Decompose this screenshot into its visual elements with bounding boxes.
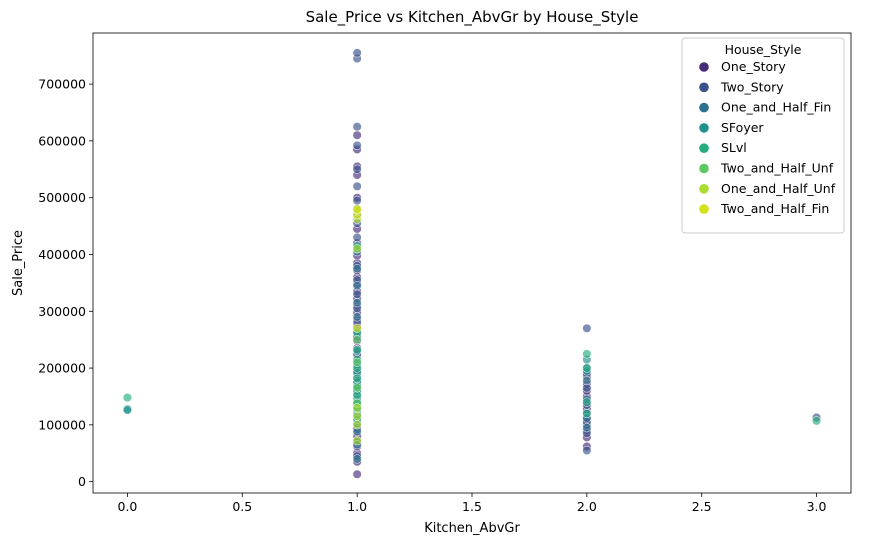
legend-marker [699, 204, 709, 214]
data-point [352, 411, 362, 421]
data-point [352, 383, 362, 393]
data-point [811, 416, 822, 426]
y-axis-ticks: 0 100000 200000 300000 400000 500000 600000 700… [38, 77, 93, 489]
x-tick-label: 2.0 [577, 499, 597, 514]
data-point [352, 436, 362, 446]
data-point [352, 469, 362, 479]
data-point [352, 48, 362, 58]
data-point [122, 393, 133, 403]
data-point [582, 376, 592, 386]
data-point [352, 281, 362, 291]
data-point [352, 357, 362, 367]
x-tick-label: 0.0 [118, 499, 138, 514]
legend-item-label: Two_and_Half_Unf [720, 161, 834, 176]
data-point [352, 420, 362, 430]
data-point [352, 289, 362, 299]
legend-marker [699, 123, 709, 133]
series-two-and-half-fin [352, 204, 362, 333]
legend-box [681, 37, 845, 234]
legend-items: One_Story Two_Story One_and_Half_Fin SFoyer… [699, 59, 836, 216]
legend-item-label: One_and_Half_Fin [721, 100, 831, 115]
data-point [582, 423, 592, 433]
y-tick-label: 100000 [38, 417, 86, 432]
x-tick-label: 0.5 [232, 499, 252, 514]
legend-item-label: SFoyer [721, 120, 764, 135]
series-one-and-half-fin [352, 247, 592, 464]
data-point [352, 244, 362, 254]
data-point [582, 397, 592, 407]
data-point [582, 323, 592, 333]
data-point [352, 335, 362, 345]
data-point [352, 345, 362, 355]
data-point [352, 181, 362, 191]
legend-title: House_Style [725, 42, 802, 57]
data-point [352, 323, 362, 333]
data-point [352, 454, 362, 464]
data-point [352, 122, 362, 132]
legend-marker [699, 62, 709, 72]
legend-item-label: One_and_Half_Unf [721, 181, 836, 196]
legend-item-label: SLvl [721, 140, 747, 155]
y-tick-label: 400000 [38, 247, 86, 262]
legend-item-label: Two_Story [720, 79, 784, 94]
x-tick-label: 2.5 [692, 499, 712, 514]
x-tick-label: 3.0 [807, 499, 827, 514]
y-tick-label: 600000 [38, 133, 86, 148]
data-point [352, 373, 362, 383]
data-point [352, 403, 362, 413]
data-point [582, 408, 592, 419]
data-point [352, 130, 362, 140]
x-tick-label: 1.0 [347, 499, 367, 514]
y-tick-label: 200000 [38, 361, 86, 376]
y-tick-label: 500000 [38, 190, 86, 205]
legend-item-label: One_Story [721, 59, 786, 74]
legend-marker [699, 143, 709, 153]
data-point [352, 195, 362, 206]
y-tick-label: 0 [78, 474, 86, 489]
y-tick-label: 700000 [38, 77, 86, 92]
data-point [582, 363, 592, 373]
legend-marker [699, 82, 709, 93]
x-axis-ticks: 0.0 0.5 1.0 1.5 2.0 2.5 3.0 [118, 493, 827, 514]
legend-marker [699, 102, 709, 113]
legend: House_Style One_Story Two_Story One_and_Ha… [681, 37, 845, 234]
plot-area: 0.0 0.5 1.0 1.5 2.0 2.5 3.0 0 100000 200000 30000… [38, 32, 852, 514]
data-point [352, 204, 362, 214]
series-slvl [122, 241, 822, 426]
x-tick-label: 1.5 [462, 499, 482, 514]
data-point [352, 140, 362, 150]
data-point [352, 164, 362, 174]
y-axis-label: Sale_Price [11, 230, 26, 296]
x-axis-label: Kitchen_AbvGr [424, 521, 520, 536]
legend-item-label: Two_and_Half_Fin [720, 201, 829, 216]
y-tick-label: 300000 [38, 304, 86, 319]
points-layer [122, 48, 822, 479]
data-point [352, 298, 362, 308]
series-one-story [352, 130, 592, 479]
legend-marker [699, 184, 709, 194]
data-point [352, 312, 362, 322]
data-point [352, 264, 362, 274]
data-point [582, 445, 592, 455]
data-point [352, 232, 362, 242]
data-point [582, 349, 592, 359]
legend-marker [699, 163, 709, 174]
data-point [122, 405, 133, 415]
chart-title: Sale_Price vs Kitchen_AbvGr by House_Sty… [306, 8, 639, 27]
